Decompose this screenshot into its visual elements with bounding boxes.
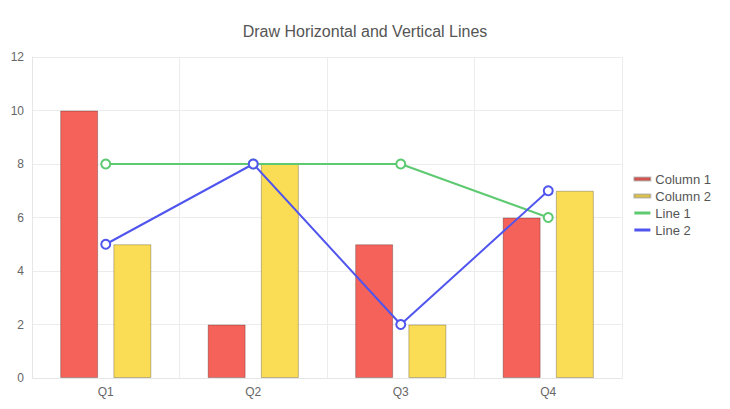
svg-text:Column 1: Column 1 [655,172,711,187]
svg-text:Draw Horizontal and Vertical L: Draw Horizontal and Vertical Lines [243,23,488,40]
svg-text:Line 2: Line 2 [655,223,690,238]
svg-text:Line 1: Line 1 [655,206,690,221]
svg-text:12: 12 [11,50,25,64]
svg-text:0: 0 [17,371,24,385]
svg-text:2: 2 [17,318,24,332]
svg-text:4: 4 [17,264,24,278]
svg-text:Q3: Q3 [393,385,409,399]
svg-text:Q2: Q2 [245,385,261,399]
svg-text:Q1: Q1 [98,385,114,399]
svg-text:10: 10 [11,104,25,118]
svg-text:6: 6 [17,211,24,225]
svg-text:Column 2: Column 2 [655,189,711,204]
svg-text:8: 8 [17,157,24,171]
svg-text:Q4: Q4 [540,385,556,399]
